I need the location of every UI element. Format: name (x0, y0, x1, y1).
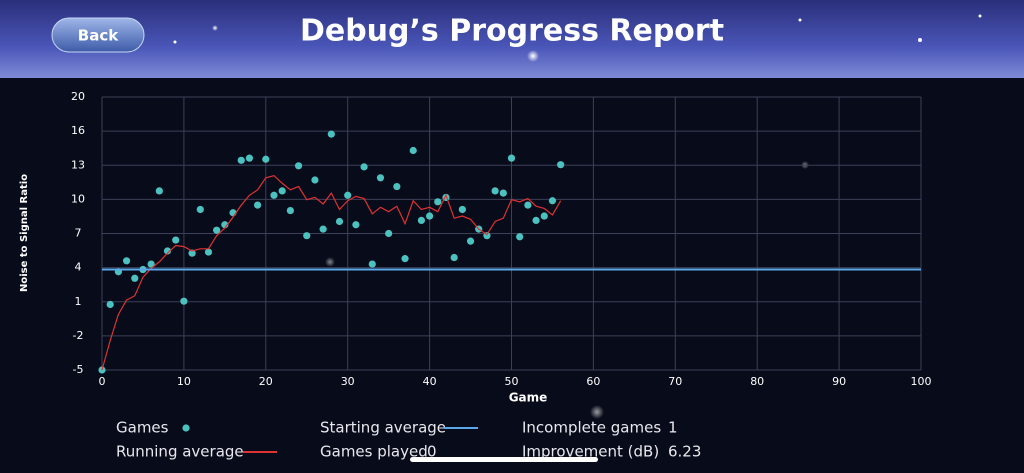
legend-marker (182, 424, 190, 432)
game-point (278, 187, 286, 195)
x-tick-label: 0 (99, 375, 106, 388)
game-point (335, 217, 344, 226)
game-point (434, 198, 442, 206)
game-point (106, 300, 114, 309)
y-tick-label: 13 (71, 158, 85, 171)
stat-value: 6.23 (668, 443, 701, 461)
y-tick-label: -5 (73, 363, 84, 376)
game-point (507, 154, 516, 162)
game-point (180, 297, 188, 305)
stat-label: Games played (320, 443, 428, 461)
game-point (262, 155, 270, 163)
stat-label: Improvement (dB) (522, 443, 659, 461)
x-tick-label: 10 (177, 375, 191, 388)
stat-value: 1 (668, 419, 678, 437)
back-button-shape[interactable] (51, 17, 145, 53)
game-point (540, 212, 548, 220)
stat-label: Incomplete games (522, 419, 661, 437)
game-point (516, 233, 524, 241)
game-point (270, 191, 278, 199)
back-button[interactable]: Back (51, 17, 145, 53)
game-point (368, 260, 376, 268)
game-point (213, 226, 221, 234)
game-point (466, 237, 475, 245)
game-point (450, 253, 458, 262)
game-point (352, 221, 360, 229)
y-tick-label: 1 (75, 295, 82, 308)
home-indicator (410, 457, 598, 462)
y-tick-label: 20 (71, 90, 85, 103)
game-point (147, 260, 155, 268)
game-point (204, 248, 213, 256)
y-tick-label: 16 (71, 124, 85, 137)
x-tick-label: 90 (832, 375, 846, 388)
x-tick-label: 40 (423, 375, 437, 388)
game-point (122, 257, 131, 265)
page-title: Debug’s Progress Report (300, 14, 724, 49)
game-point (163, 247, 172, 255)
game-point (458, 205, 466, 214)
y-tick-label: 10 (71, 192, 85, 205)
game-point (376, 174, 385, 182)
game-point (155, 187, 163, 195)
plot: 0 10 20 30 40 50 60 70 80 90 100-5-214710131620Gam… (71, 90, 932, 461)
y-axis-label: Noise to Signal Ratio (19, 174, 30, 292)
game-point (319, 225, 327, 233)
x-tick-label: 60 (586, 375, 600, 388)
game-point (172, 236, 180, 244)
game-point (303, 232, 311, 240)
x-tick-label: 30 (341, 375, 355, 388)
game-point (360, 163, 368, 171)
game-point (557, 161, 565, 169)
game-point (426, 212, 434, 220)
y-tick-label: 4 (75, 261, 82, 274)
game-point (344, 191, 352, 199)
x-tick-label: 70 (668, 375, 682, 388)
running-average-line (101, 174, 562, 371)
game-point (409, 146, 417, 155)
game-point (417, 216, 426, 224)
game-point (393, 182, 401, 191)
x-axis-label: Game (509, 391, 548, 405)
legend-label: Running average (116, 443, 244, 461)
game-point (385, 229, 393, 238)
game-point (237, 156, 245, 164)
legend-label: Starting average (320, 419, 446, 437)
game-point (311, 176, 319, 184)
game-point (286, 206, 294, 215)
y-tick-label: -2 (73, 329, 84, 342)
game-point (499, 189, 507, 197)
game-point (548, 197, 557, 205)
x-tick-label: 50 (505, 375, 519, 388)
x-tick-label: 80 (750, 375, 764, 388)
stars (173, 14, 982, 419)
game-point (131, 274, 139, 282)
game-point (294, 162, 303, 170)
game-point (254, 201, 262, 209)
game-point (327, 130, 335, 138)
x-tick-label: 20 (259, 375, 273, 388)
game-point (196, 205, 204, 214)
x-tick-label: 100 (911, 375, 932, 388)
game-point (245, 154, 254, 162)
game-point (188, 249, 196, 257)
stat-value: 0 (427, 443, 437, 461)
game-point (401, 255, 409, 263)
game-point (532, 216, 540, 224)
game-point (491, 187, 499, 195)
header-banner (0, 0, 1024, 78)
back-button-label[interactable]: Back (78, 27, 119, 45)
legend-label: Games (116, 419, 169, 437)
game-point (524, 201, 532, 209)
y-tick-label: 7 (75, 227, 82, 240)
